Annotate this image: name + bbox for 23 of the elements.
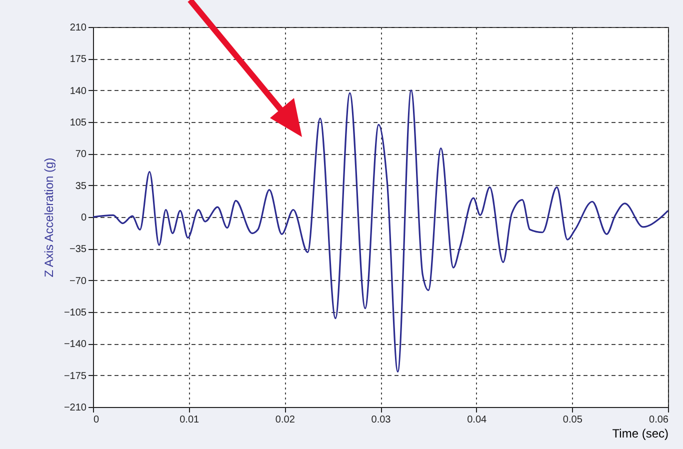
x-tick-label: 0.02 — [275, 414, 296, 426]
y-tick-label: −175 — [64, 370, 87, 382]
x-tick-label: 0.01 — [180, 414, 200, 426]
x-tick-label: 0.04 — [467, 414, 487, 426]
y-tick-label: −35 — [70, 244, 87, 256]
x-tick-label: 0 — [94, 414, 100, 426]
line-series — [92, 90, 669, 373]
y-tick-label: 210 — [70, 22, 87, 34]
y-tick-label: −70 — [70, 276, 87, 287]
y-tick-label: 35 — [75, 180, 87, 192]
y-tick-label: −210 — [64, 402, 87, 414]
y-tick-label: 175 — [70, 54, 87, 66]
x-tick-label: 0.03 — [371, 414, 392, 426]
x-tick-label: 0.06 — [649, 414, 669, 426]
y-axis-title: Z Axis Acceleration (g) — [42, 158, 56, 278]
x-axis-title: Time (sec) — [612, 426, 668, 440]
y-tick-label: 0 — [80, 212, 87, 224]
y-tick-label: 105 — [70, 118, 87, 128]
y-tick-label: 140 — [70, 86, 87, 97]
x-tick-label: 0.05 — [562, 414, 583, 426]
y-tick-label: 70 — [75, 149, 87, 160]
y-tick-label: −140 — [64, 339, 87, 350]
y-tick-label: −105 — [64, 308, 87, 318]
